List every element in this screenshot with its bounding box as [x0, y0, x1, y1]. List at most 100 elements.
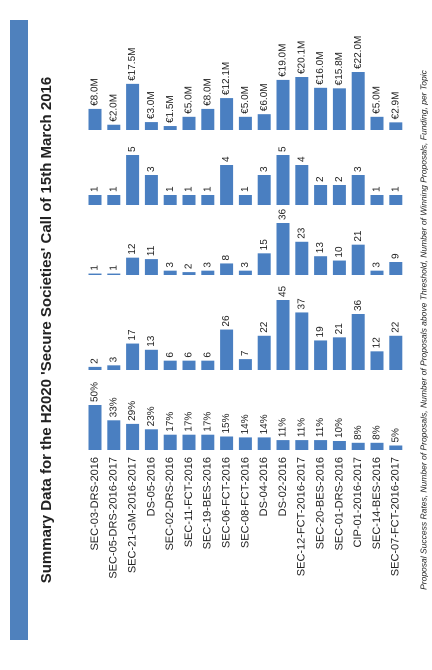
bar [332, 337, 346, 370]
bar [257, 335, 271, 370]
bar [314, 340, 328, 370]
category-label: CIP-01-2016-2017 [352, 457, 364, 548]
bar [238, 270, 252, 275]
category-label: SEC-11-FCT-2016 [183, 457, 195, 547]
bar [126, 83, 140, 130]
bar [201, 108, 215, 130]
bar [276, 223, 290, 275]
category-label: SEC-03-DRS-2016 [89, 457, 101, 551]
value-label: 10 [334, 246, 345, 258]
bar [389, 445, 403, 450]
category-label: SEC-20-BES-2016 [315, 457, 327, 549]
bar [144, 122, 158, 130]
bar [238, 437, 252, 450]
bar [144, 349, 158, 370]
bar [163, 270, 177, 275]
value-label: 12 [372, 337, 383, 349]
value-label: 11 [146, 245, 157, 256]
bar [389, 335, 403, 370]
value-label: 14% [259, 414, 270, 434]
bar [88, 195, 102, 205]
bar [220, 263, 234, 275]
value-label: 8 [221, 254, 232, 260]
category-label: SEC-12-FCT-2016-2017 [296, 457, 308, 576]
bar [182, 360, 196, 370]
category-label: SEC-21-GM-2016-2017 [127, 457, 139, 573]
bar [351, 244, 365, 275]
value-label: 13 [146, 335, 157, 347]
bar [295, 440, 309, 450]
category-label: DS-02-2016 [277, 457, 289, 516]
bar [220, 98, 234, 130]
value-label: 3 [240, 262, 251, 268]
bar [314, 87, 328, 130]
value-label: 22 [390, 321, 401, 333]
value-label: 11% [278, 418, 289, 437]
side-strip [10, 20, 28, 640]
bar [88, 405, 102, 450]
category-label: SEC-05-DRS-2016-2017 [108, 457, 120, 579]
bar [88, 108, 102, 130]
bar [126, 343, 140, 370]
bar [257, 253, 271, 275]
bar [238, 359, 252, 370]
bar [238, 195, 252, 205]
value-label: €6.0M [259, 83, 270, 111]
bar [332, 88, 346, 130]
bar [257, 114, 271, 130]
category-label: SEC-02-DRS-2016 [164, 457, 176, 551]
value-label: 2 [315, 176, 326, 182]
category-label: DS-05-2016 [145, 457, 157, 516]
bar [238, 116, 252, 130]
category-label: SEC-01-DRS-2016 [333, 457, 345, 551]
value-label: 9 [390, 253, 401, 259]
bar [370, 270, 384, 275]
value-label: 1 [372, 186, 383, 192]
value-label: 23 [296, 227, 307, 239]
value-label: 8% [372, 425, 383, 440]
bar [276, 300, 290, 370]
bar [276, 440, 290, 450]
value-label: 4 [221, 156, 232, 162]
value-label: 29% [127, 401, 138, 421]
bar [182, 434, 196, 450]
value-label: €2.0M [108, 94, 119, 122]
bar [332, 260, 346, 275]
value-label: €20.1M [296, 41, 307, 74]
value-label: 17% [184, 412, 195, 432]
value-label: 11% [296, 418, 307, 437]
bar [295, 241, 309, 275]
bar [389, 262, 403, 275]
value-label: 17 [127, 329, 138, 341]
bar [144, 259, 158, 275]
bar [220, 436, 234, 450]
bar [88, 366, 102, 370]
bar [144, 429, 158, 450]
bar [201, 434, 215, 450]
bar [220, 329, 234, 370]
value-label: 33% [108, 397, 119, 417]
value-label: 26 [221, 315, 232, 327]
value-label: 3 [165, 262, 176, 268]
category-label: SEC-07-FCT-2016-2017 [390, 457, 402, 576]
bar [295, 312, 309, 370]
category-label: SEC-14-BES-2016 [371, 457, 383, 549]
value-label: €8.0M [90, 78, 101, 106]
value-label: 45 [278, 285, 289, 297]
category-label: SEC-08-FCT-2016 [239, 457, 251, 548]
value-label: 1 [108, 186, 119, 192]
bar [276, 79, 290, 130]
value-label: 19 [315, 326, 326, 338]
bar [295, 77, 309, 130]
bar [332, 185, 346, 205]
bar [389, 195, 403, 205]
value-label: €17.5M [127, 48, 138, 81]
bar [88, 273, 102, 275]
bar [107, 365, 121, 370]
category-label: SEC-19-BES-2016 [202, 457, 214, 549]
value-label: 8% [353, 425, 364, 440]
value-label: €2.9M [390, 92, 401, 120]
value-label: 3 [202, 262, 213, 268]
